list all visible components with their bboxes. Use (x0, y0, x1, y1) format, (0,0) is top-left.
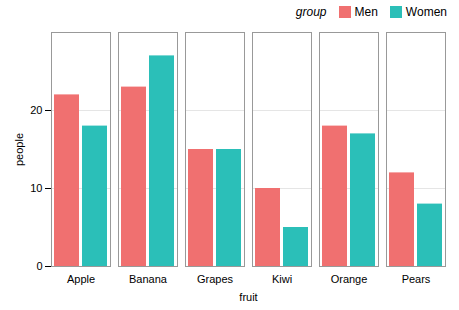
html-text:Women: Women (405, 5, 447, 19)
svg-text:Banana: Banana (129, 273, 168, 285)
html-text:group: group (295, 5, 327, 19)
svg-text:people: people (13, 133, 25, 166)
svg-text:Apple: Apple (67, 273, 95, 285)
svg-text:0: 0 (36, 260, 42, 272)
svg-text:Orange: Orange (331, 273, 368, 285)
svg-text:20: 20 (30, 104, 42, 116)
html-text:Men: Men (354, 5, 378, 19)
svg-text:Kiwi: Kiwi (272, 273, 292, 285)
svg-text:Pears: Pears (402, 273, 431, 285)
svg-text:Grapes: Grapes (197, 273, 234, 285)
svg-text:10: 10 (30, 182, 42, 194)
svg-text:fruit: fruit (239, 291, 257, 303)
